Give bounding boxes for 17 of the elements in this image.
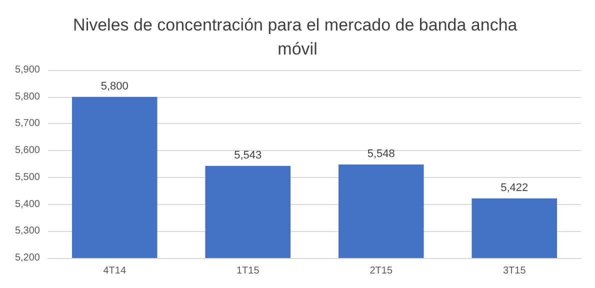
y-tick-label: 5,500 bbox=[14, 172, 40, 183]
data-label: 5,548 bbox=[367, 148, 395, 160]
y-tick-label: 5,600 bbox=[14, 145, 40, 156]
chart-title: Niveles de concentración para el mercado de banda ancha móvil bbox=[73, 16, 522, 58]
y-tick-label: 5,800 bbox=[14, 91, 40, 102]
x-tick-label: 3T15 bbox=[502, 266, 526, 276]
y-tick-label: 5,200 bbox=[14, 252, 40, 264]
data-label: 5,800 bbox=[100, 80, 128, 92]
x-tick-label: 2T15 bbox=[370, 266, 393, 276]
y-tick-label: 5,700 bbox=[14, 118, 40, 130]
data-label: 5,543 bbox=[234, 149, 262, 162]
y-tick-label: 5,900 bbox=[14, 64, 40, 76]
x-tick-label: 4T14 bbox=[103, 266, 126, 276]
x-tick-label: 1T15 bbox=[236, 266, 260, 276]
y-tick-label: 5,300 bbox=[14, 226, 40, 237]
data-label: 5,422 bbox=[500, 182, 528, 194]
y-tick-label: 5,400 bbox=[14, 198, 40, 210]
